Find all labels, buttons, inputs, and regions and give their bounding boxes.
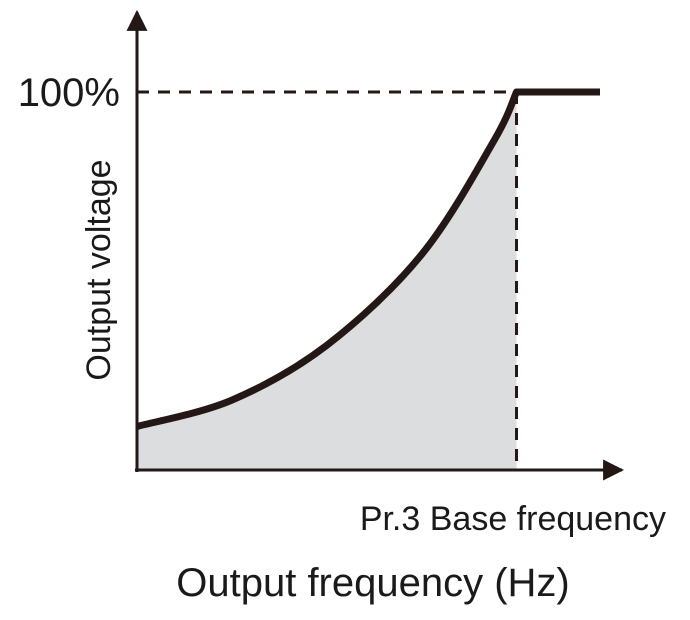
- area-under-curve: [137, 92, 517, 470]
- y-tick-label-100-percent: 100%: [18, 71, 120, 115]
- y-axis-label: Output voltage: [80, 159, 118, 380]
- x-axis-label: Output frequency (Hz): [176, 561, 570, 605]
- x-tick-label-base-frequency: Pr.3 Base frequency: [360, 500, 666, 538]
- voltage-curve: [136, 88, 600, 430]
